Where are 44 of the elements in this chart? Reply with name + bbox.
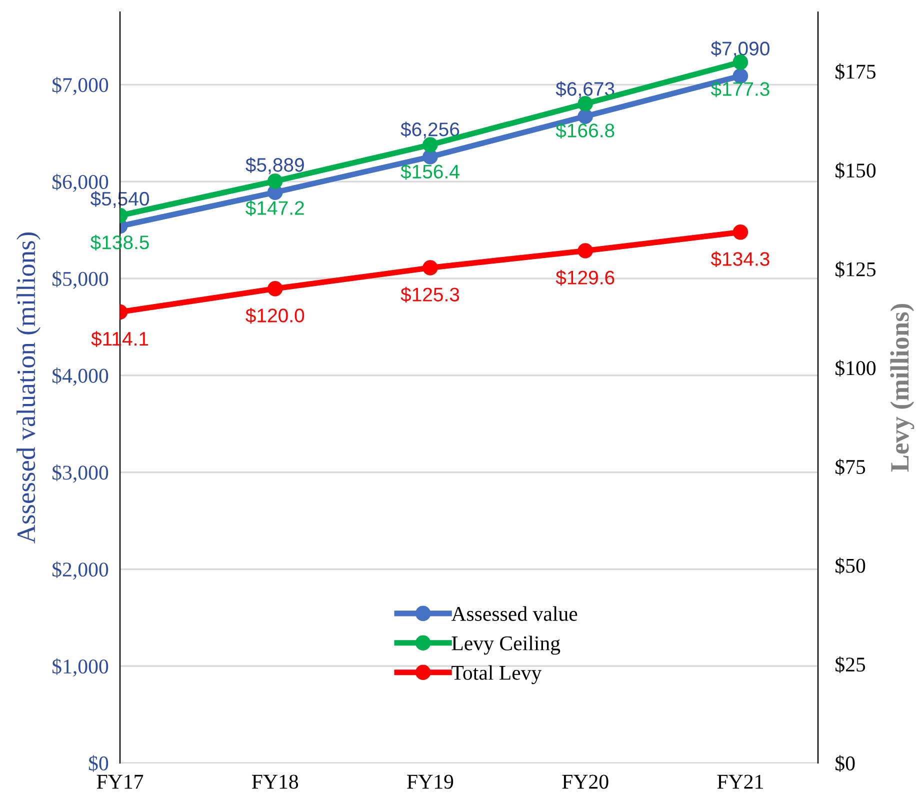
y2-tick-label: $125 bbox=[836, 261, 876, 278]
x-tick-label: FY19 bbox=[407, 774, 454, 789]
y2-tick-label: $100 bbox=[836, 360, 876, 377]
point bbox=[422, 260, 438, 276]
y-tick-label: $1,000 bbox=[52, 658, 108, 677]
y2-tick-label: $25 bbox=[836, 656, 866, 673]
data-label: $6,673 bbox=[556, 81, 614, 98]
point bbox=[267, 281, 283, 296]
data-label: $129.6 bbox=[556, 270, 614, 286]
y-tick-label: $4,000 bbox=[52, 368, 108, 386]
y2-axis-title: Levy (millions) bbox=[890, 304, 914, 472]
point bbox=[422, 137, 438, 152]
data-label: $5,889 bbox=[246, 157, 304, 174]
y-tick-label: $7,000 bbox=[52, 76, 108, 96]
data-label: $166.8 bbox=[556, 122, 614, 139]
data-label: $147.2 bbox=[246, 200, 304, 216]
point bbox=[578, 243, 593, 258]
data-label: $156.4 bbox=[400, 164, 460, 180]
y2-tick-label: $0 bbox=[836, 755, 855, 772]
x-tick-label: FY21 bbox=[717, 774, 763, 789]
x-tick-label: FY20 bbox=[562, 774, 608, 789]
legend-label: Total Levy bbox=[452, 665, 542, 684]
y-tick-label: $5,000 bbox=[52, 270, 108, 289]
legend-label: Levy Ceiling bbox=[452, 636, 560, 655]
data-label: $7,090 bbox=[710, 40, 770, 58]
y-tick-label: $6,000 bbox=[52, 174, 108, 192]
y2-tick-label: $75 bbox=[836, 458, 866, 476]
y2-tick-label: $150 bbox=[836, 162, 876, 179]
y-tick-label: $2,000 bbox=[52, 561, 108, 580]
data-label: $125.3 bbox=[400, 286, 460, 303]
data-label: $120.0 bbox=[246, 308, 304, 324]
point bbox=[267, 174, 283, 189]
y-axis-title: Assessed valuation (millions) bbox=[16, 232, 40, 544]
data-label: $177.3 bbox=[710, 81, 770, 98]
point bbox=[732, 224, 748, 240]
data-label: $6,256 bbox=[400, 122, 460, 139]
y-tick-label: $3,000 bbox=[52, 464, 108, 483]
x-tick-label: FY17 bbox=[96, 774, 144, 789]
data-label: $134.3 bbox=[710, 251, 770, 268]
y-tick-label: $0 bbox=[88, 755, 108, 772]
legend-label: Assessed value bbox=[451, 606, 578, 621]
y2-tick-label: $175 bbox=[836, 63, 876, 80]
x-tick-label: FY18 bbox=[252, 774, 298, 789]
y2-tick-label: $50 bbox=[836, 558, 866, 574]
